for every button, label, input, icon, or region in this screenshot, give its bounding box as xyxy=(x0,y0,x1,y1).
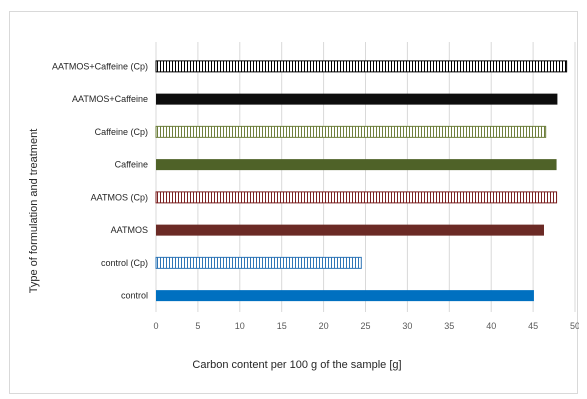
bar xyxy=(155,256,362,269)
category-label: control (Cp) xyxy=(101,258,148,268)
bar xyxy=(156,290,534,302)
bar xyxy=(156,159,557,171)
category-label: control xyxy=(121,291,148,301)
x-tick-label: 15 xyxy=(277,321,287,331)
category-labels: AATMOS+Caffeine (Cp) AATMOS+Caffeine Caffe… xyxy=(52,61,148,300)
x-tick-label: 10 xyxy=(235,321,245,331)
category-label: AATMOS+Caffeine (Cp) xyxy=(52,61,148,71)
bars xyxy=(155,60,568,302)
y-axis-title: Type of formulation and treatment xyxy=(28,129,40,293)
bar xyxy=(156,93,558,105)
x-tick-label: 50 xyxy=(570,321,579,331)
bar xyxy=(156,224,544,236)
category-label: AATMOS+Caffeine xyxy=(72,94,148,104)
x-tick-labels: 0 5 10 15 20 25 30 35 40 45 50 xyxy=(153,321,579,331)
bar-chart: AATMOS+Caffeine (Cp) AATMOS+Caffeine Caffe… xyxy=(28,42,579,371)
x-axis-title: Carbon content per 100 g of the sample [… xyxy=(192,359,401,371)
category-label: Caffeine (Cp) xyxy=(95,127,148,137)
category-label: Caffeine xyxy=(115,160,148,170)
bar xyxy=(155,191,558,204)
chart-frame: AATMOS+Caffeine (Cp) AATMOS+Caffeine Caffe… xyxy=(9,11,579,394)
x-tick-label: 25 xyxy=(360,321,370,331)
gridlines xyxy=(155,42,576,312)
category-label: AATMOS (Cp) xyxy=(91,192,148,202)
x-tick-label: 0 xyxy=(153,321,158,331)
x-tick-label: 20 xyxy=(319,321,329,331)
x-tick-label: 35 xyxy=(444,321,454,331)
x-tick-label: 5 xyxy=(195,321,200,331)
bar xyxy=(155,60,568,73)
x-tick-label: 30 xyxy=(402,321,412,331)
x-tick-label: 40 xyxy=(486,321,496,331)
category-label: AATMOS xyxy=(111,225,148,235)
x-tick-label: 45 xyxy=(528,321,538,331)
bar xyxy=(155,125,547,138)
